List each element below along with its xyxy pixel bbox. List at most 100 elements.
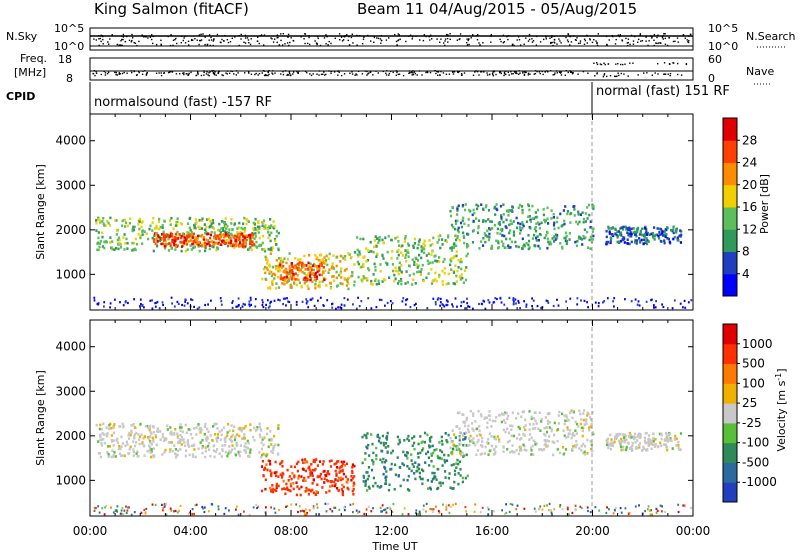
heatmap-cell bbox=[313, 264, 316, 268]
freq-point bbox=[489, 73, 491, 75]
freq-point bbox=[452, 73, 455, 75]
heatmap-cell bbox=[609, 442, 612, 446]
heatmap-cell bbox=[297, 263, 301, 267]
heatmap-cell bbox=[252, 221, 255, 225]
heatmap-cell bbox=[299, 493, 302, 497]
heatmap-cell bbox=[335, 264, 338, 268]
heatmap-cell bbox=[559, 242, 562, 245]
heatmap-cell bbox=[223, 438, 226, 441]
heatmap-cell bbox=[156, 427, 159, 430]
heatmap-cell bbox=[434, 301, 437, 304]
heatmap-cell bbox=[258, 236, 261, 240]
heatmap-cell bbox=[169, 426, 172, 429]
heatmap-cell bbox=[652, 432, 655, 436]
heatmap-cell bbox=[323, 477, 326, 480]
heatmap-cell bbox=[634, 505, 637, 508]
heatmap-cell bbox=[208, 225, 211, 229]
nsky-point bbox=[689, 33, 692, 36]
heatmap-cell bbox=[207, 444, 210, 448]
heatmap-cell bbox=[588, 213, 591, 217]
heatmap-cell bbox=[321, 258, 325, 261]
nsky-point bbox=[655, 42, 657, 44]
heatmap-cell bbox=[275, 234, 278, 238]
nsky-point bbox=[250, 38, 252, 40]
nsky-point bbox=[102, 35, 104, 38]
freq-point bbox=[218, 70, 220, 72]
heatmap-cell bbox=[449, 214, 453, 218]
heatmap-cell bbox=[463, 421, 466, 424]
heatmap-cell bbox=[629, 233, 632, 236]
heatmap-cell bbox=[343, 269, 346, 272]
heatmap-cell bbox=[268, 272, 271, 275]
heatmap-cell bbox=[641, 227, 644, 231]
heatmap-cell bbox=[321, 486, 324, 489]
heatmap-cell bbox=[195, 433, 198, 436]
nsky-point bbox=[93, 38, 95, 40]
freq-point bbox=[495, 73, 497, 76]
heatmap-cell bbox=[659, 233, 662, 236]
heatmap-cell bbox=[329, 508, 332, 511]
heatmap-cell bbox=[490, 444, 493, 448]
heatmap-cell bbox=[500, 420, 503, 424]
heatmap-cell bbox=[534, 229, 538, 233]
heatmap-cell bbox=[650, 509, 652, 512]
freq-point bbox=[577, 73, 579, 75]
heatmap-cell bbox=[426, 479, 429, 482]
heatmap-cell bbox=[405, 270, 408, 273]
heatmap-cell bbox=[303, 278, 306, 282]
heatmap-cell bbox=[463, 432, 466, 435]
heatmap-cell bbox=[437, 297, 440, 300]
freq-point bbox=[596, 72, 598, 74]
heatmap-cell bbox=[119, 301, 121, 304]
nsky-point bbox=[551, 35, 553, 37]
freq-point bbox=[155, 72, 158, 74]
heatmap-cell bbox=[645, 237, 648, 240]
heatmap-cell bbox=[106, 219, 109, 223]
heatmap-cell bbox=[406, 488, 410, 491]
freq-point bbox=[523, 74, 526, 76]
heatmap-cell bbox=[242, 222, 245, 226]
heatmap-cell bbox=[114, 219, 117, 222]
heatmap-cell bbox=[589, 416, 592, 419]
heatmap-cell bbox=[350, 474, 353, 478]
heatmap-cell bbox=[111, 240, 114, 243]
heatmap-cell bbox=[569, 411, 572, 415]
heatmap-cell bbox=[309, 278, 312, 282]
heatmap-cell bbox=[348, 253, 351, 256]
heatmap-cell bbox=[411, 283, 414, 286]
heatmap-cell bbox=[456, 236, 459, 240]
freq-point bbox=[114, 71, 116, 74]
heatmap-cell bbox=[148, 426, 152, 430]
heatmap-cell bbox=[335, 276, 338, 280]
freq-point bbox=[290, 74, 292, 76]
heatmap-cell bbox=[267, 445, 270, 449]
heatmap-cell bbox=[592, 234, 595, 238]
heatmap-cell bbox=[353, 251, 357, 254]
heatmap-cell bbox=[457, 204, 460, 208]
heatmap-cell bbox=[301, 467, 304, 471]
nsky-point bbox=[606, 44, 608, 46]
heatmap-cell bbox=[477, 225, 480, 228]
heatmap-cell bbox=[587, 509, 589, 513]
heatmap-cell bbox=[472, 307, 474, 310]
heatmap-cell bbox=[654, 443, 657, 446]
heatmap-cell bbox=[135, 452, 138, 455]
heatmap-cell bbox=[556, 216, 559, 220]
heatmap-cell bbox=[598, 509, 600, 512]
heatmap-cell bbox=[533, 227, 536, 230]
heatmap-cell bbox=[540, 448, 543, 451]
heatmap-cell bbox=[291, 472, 294, 475]
nsky-point bbox=[133, 41, 135, 44]
heatmap-cell bbox=[462, 281, 465, 284]
heatmap-cell bbox=[387, 445, 390, 448]
heatmap-cell bbox=[407, 434, 410, 438]
heatmap-cell bbox=[179, 222, 182, 225]
heatmap-cell bbox=[270, 474, 273, 478]
heatmap-cell bbox=[286, 277, 289, 281]
heatmap-cell bbox=[292, 487, 295, 491]
heatmap-cell bbox=[159, 225, 162, 229]
nsky-point bbox=[539, 41, 542, 43]
heatmap-cell bbox=[233, 222, 236, 225]
heatmap-cell bbox=[169, 244, 172, 248]
nsky-point bbox=[596, 42, 598, 44]
